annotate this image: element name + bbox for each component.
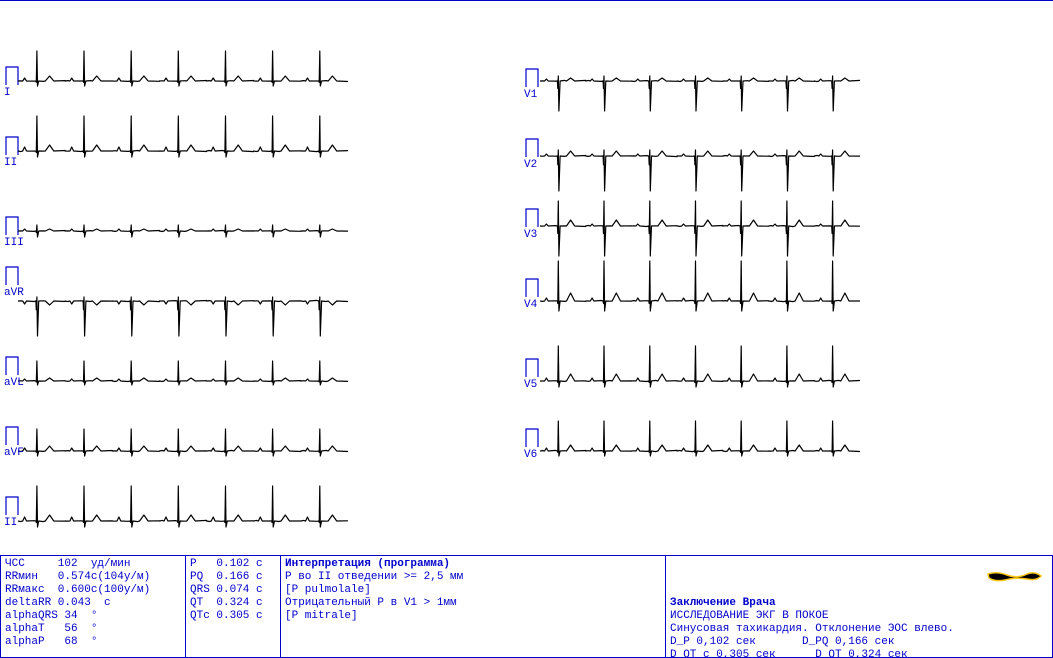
lead-label-aVF: aVF <box>4 447 24 459</box>
col2-line: QTc 0.305 c <box>190 610 276 623</box>
col2-line: QRS 0.074 c <box>190 584 276 597</box>
col4-line: Синусовая тахикардия. Отклонение ЭОС вле… <box>670 623 1048 636</box>
col1-line: deltaRR 0.043 с <box>5 597 181 610</box>
lead-label-V2: V2 <box>524 159 537 171</box>
col4-line: ИССЛЕДОВАНИЕ ЭКГ В ПОКОЕ <box>670 610 1048 623</box>
col4-line: D_P 0,102 сек D_PQ 0,166 сек <box>670 636 1048 649</box>
col4-line: D_QT_c 0,305 сек D_QT 0,324 сек <box>670 649 1048 657</box>
col3-line: [P pulmolale] <box>285 584 661 597</box>
col3-line: Отрицательный P в V1 > 1мм <box>285 597 661 610</box>
interpretation-col: Интерпретация (программа)P во II отведен… <box>281 556 666 657</box>
col2-line: PQ 0.166 c <box>190 571 276 584</box>
measurements-col-1: ЧСС 102 уд/минRRмин 0.574c(104у/м)RRмакс… <box>1 556 186 657</box>
col2-line: P 0.102 c <box>190 558 276 571</box>
lead-label-V6: V6 <box>524 449 537 461</box>
lead-label-V3: V3 <box>524 229 537 241</box>
col1-line: alphaQRS 34 ° <box>5 610 181 623</box>
report-panel: ЧСС 102 уд/минRRмин 0.574c(104у/м)RRмакс… <box>0 555 1053 658</box>
lead-label-V1: V1 <box>524 89 537 101</box>
lead-label-V5: V5 <box>524 379 537 391</box>
col1-line: ЧСС 102 уд/мин <box>5 558 181 571</box>
ecg-svg <box>0 1 1053 551</box>
lead-label-II: II <box>4 517 17 529</box>
col1-line: RRмакс 0.600c(100у/м) <box>5 584 181 597</box>
col4-title: Заключение Врача <box>670 597 1048 610</box>
redaction-mark <box>987 571 1042 583</box>
ecg-plot-area: IIIIIIaVRaVLaVFIIV1V2V3V4V5V6 <box>0 0 1053 550</box>
col3-line: P во II отведении >= 2,5 мм <box>285 571 661 584</box>
lead-label-aVL: aVL <box>4 377 24 389</box>
conclusion-col: Заключение ВрачаИССЛЕДОВАНИЕ ЭКГ В ПОКОЕ… <box>666 556 1052 657</box>
lead-label-aVR: aVR <box>4 287 24 299</box>
col1-line: RRмин 0.574c(104у/м) <box>5 571 181 584</box>
col3-title: Интерпретация (программа) <box>285 558 661 571</box>
lead-label-V4: V4 <box>524 299 537 311</box>
col1-line: alphaT 56 ° <box>5 623 181 636</box>
lead-label-II: II <box>4 157 17 169</box>
col3-line: [P mitrale] <box>285 610 661 623</box>
col2-line: QT 0.324 c <box>190 597 276 610</box>
measurements-col-2: P 0.102 cPQ 0.166 cQRS 0.074 cQT 0.324 c… <box>186 556 281 657</box>
lead-label-I: I <box>4 87 11 99</box>
lead-label-III: III <box>4 237 24 249</box>
col1-line: alphaP 68 ° <box>5 636 181 649</box>
